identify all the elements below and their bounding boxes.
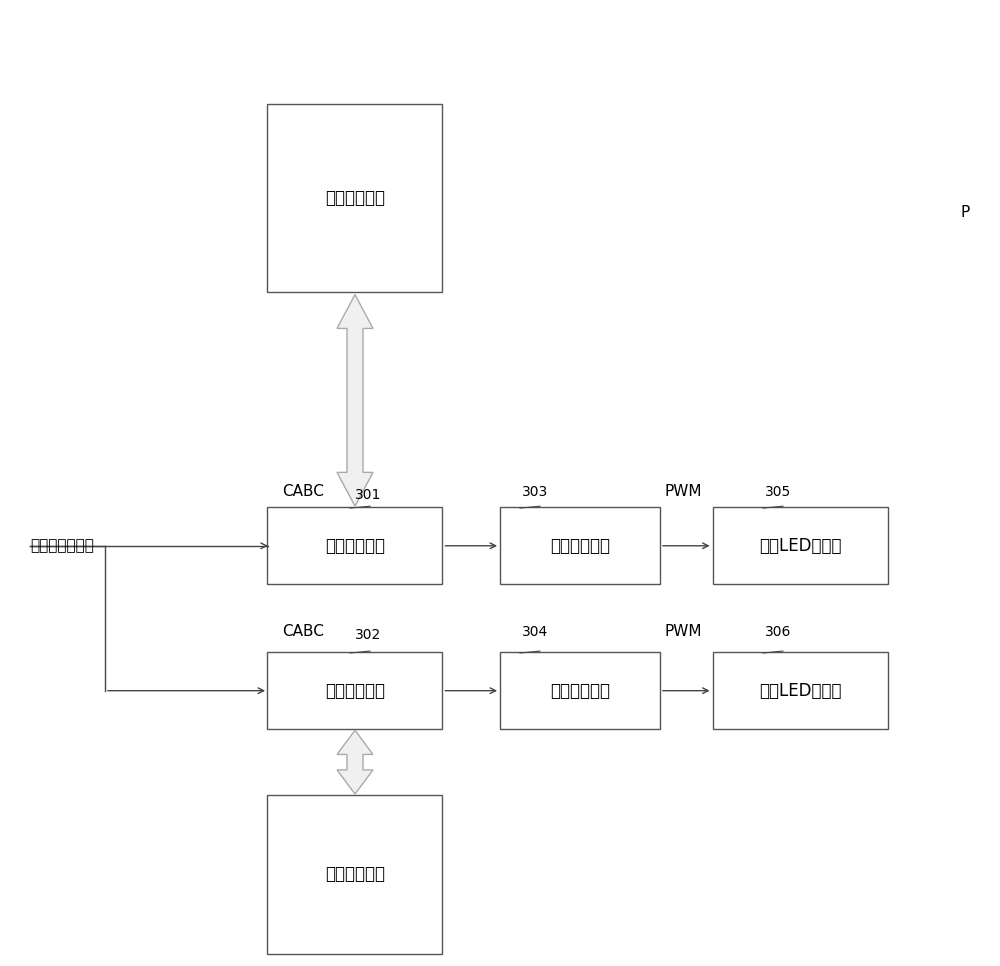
Text: 第一LED背光灯: 第一LED背光灯 (759, 537, 841, 554)
Bar (267, 652, 442, 729)
Text: 301: 301 (355, 489, 381, 502)
Text: 306: 306 (765, 626, 791, 639)
Text: 主屏显示内容: 主屏显示内容 (325, 189, 385, 207)
Polygon shape (337, 295, 373, 506)
Text: 305: 305 (765, 486, 791, 499)
Text: 第二LED背光灯: 第二LED背光灯 (759, 682, 841, 699)
Bar (267, 103, 442, 292)
Text: PWM: PWM (665, 484, 702, 499)
Bar (267, 507, 442, 584)
Text: 副屏背光芯片: 副屏背光芯片 (550, 682, 610, 699)
Text: CABC: CABC (282, 624, 324, 639)
Text: 副屏显示内容: 副屏显示内容 (325, 866, 385, 883)
Bar (267, 794, 442, 954)
Text: 主屏驱动芯片: 主屏驱动芯片 (325, 537, 385, 554)
Text: 302: 302 (355, 629, 381, 642)
Text: PWM: PWM (665, 624, 702, 639)
Bar (500, 652, 660, 729)
Bar (712, 507, 888, 584)
Text: P: P (960, 205, 969, 220)
Text: 304: 304 (522, 626, 548, 639)
Text: 副屏驱动芯片: 副屏驱动芯片 (325, 682, 385, 699)
Text: 303: 303 (522, 486, 548, 499)
Text: 主屏背光芯片: 主屏背光芯片 (550, 537, 610, 554)
Text: 输入背光亮度値: 输入背光亮度値 (30, 538, 94, 554)
Bar (500, 507, 660, 584)
Bar (712, 652, 888, 729)
Text: CABC: CABC (282, 484, 324, 499)
Polygon shape (337, 730, 373, 794)
